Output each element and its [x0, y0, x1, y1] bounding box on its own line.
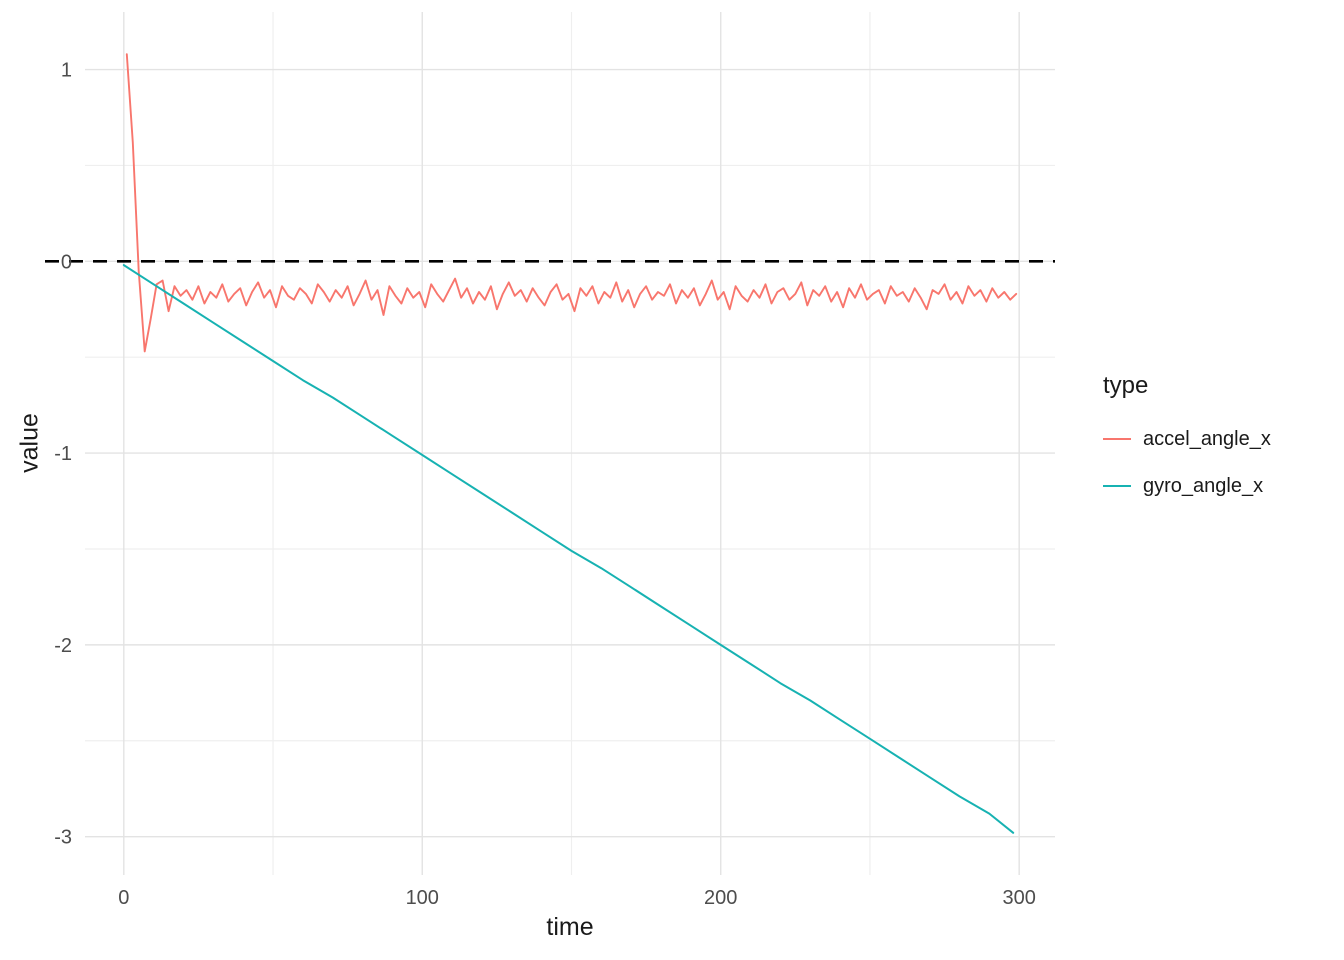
legend-title: type [1103, 372, 1149, 399]
x-axis-title: time [546, 913, 594, 941]
legend-entry-gyro-angle-x: gyro_angle_x [1103, 469, 1271, 503]
series-gyro_angle_x [122, 264, 1015, 834]
series-accel_angle_x [125, 53, 1018, 353]
legend-key-line-icon [1103, 485, 1131, 487]
legend: type accel_angle_x gyro_angle_x [1103, 372, 1271, 516]
y-tick-label: -3 [54, 827, 72, 849]
x-tick-label: 300 [1002, 887, 1035, 909]
y-tick-label: 0 [61, 251, 72, 273]
legend-key-line-icon [1103, 438, 1131, 440]
legend-entry-accel-angle-x: accel_angle_x [1103, 422, 1271, 456]
x-tick-label: 200 [704, 887, 737, 909]
y-tick-label: -1 [54, 443, 72, 465]
x-tick-label: 100 [406, 887, 439, 909]
y-tick-label: 1 [61, 60, 72, 82]
x-tick-label: 0 [118, 887, 129, 909]
y-tick-label: -2 [54, 635, 72, 657]
y-axis-title: value [15, 413, 44, 473]
legend-label: gyro_angle_x [1143, 474, 1264, 497]
legend-label: accel_angle_x [1143, 427, 1271, 450]
